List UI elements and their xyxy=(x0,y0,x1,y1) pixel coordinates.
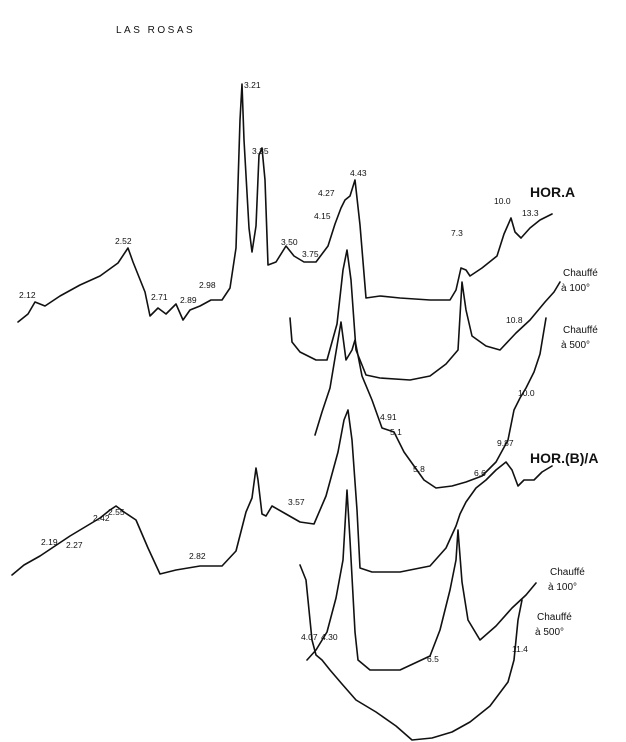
peak-label: 2.52 xyxy=(115,236,132,246)
peak-label: 2.12 xyxy=(19,290,36,300)
chauffe-label-4: Chauffé xyxy=(537,612,572,623)
peak-label: 5.8 xyxy=(413,464,425,474)
trace-4 xyxy=(11,409,553,576)
trace-1 xyxy=(17,83,553,323)
peak-label: 2.71 xyxy=(151,292,168,302)
chauffe-temp-4: à 500° xyxy=(535,627,564,638)
peak-label: 2.42 xyxy=(93,513,110,523)
peak-label: 4.07 xyxy=(301,632,318,642)
chauffe-temp-3: à 100° xyxy=(548,582,577,593)
peak-label: 13.3 xyxy=(522,208,539,218)
chauffe-label-3: Chauffé xyxy=(550,567,585,578)
peak-label: 2.55 xyxy=(108,507,125,517)
peak-label: 2.89 xyxy=(180,295,197,305)
peak-label: 6.5 xyxy=(427,654,439,664)
peak-label: 4.27 xyxy=(318,188,335,198)
peak-label: 9.87 xyxy=(497,438,514,448)
chauffe-temp-2: à 500° xyxy=(561,340,590,351)
chauffe-temp-1: à 100° xyxy=(561,283,590,294)
series-label-hor-b: HOR.(B)/A xyxy=(530,450,598,466)
peak-label: 5.1 xyxy=(390,427,402,437)
traces-group xyxy=(11,83,561,741)
peak-label: 4.43 xyxy=(350,168,367,178)
peak-label: 11.4 xyxy=(512,644,528,654)
peak-label: 4.30 xyxy=(321,632,338,642)
peak-labels-group: 2.12 2.52 2.71 2.892.98 3.21 3.35 3.50 3.75 4.15… xyxy=(19,80,539,664)
chart-title: LAS ROSAS xyxy=(116,25,195,36)
peak-label: 7.3 xyxy=(451,228,463,238)
peak-label: 2.98 xyxy=(199,280,216,290)
trace-3 xyxy=(314,317,547,489)
chauffe-label-1: Chauffé xyxy=(563,268,598,279)
peak-label: 6.6 xyxy=(474,468,486,478)
chauffe-label-2: Chauffé xyxy=(563,325,598,336)
peak-label: 3.50 xyxy=(281,237,298,247)
peak-label: 4.15 xyxy=(314,211,331,221)
peak-label: 10.0 xyxy=(518,388,535,398)
peak-label: 3.57 xyxy=(288,497,305,507)
peak-label: 3.21 xyxy=(244,80,261,90)
peak-label: 3.35 xyxy=(252,146,269,156)
trace-5 xyxy=(306,489,537,671)
peak-label: 2.27 xyxy=(66,540,83,550)
peak-label: 10.0 xyxy=(494,196,511,206)
peak-label: 2.82 xyxy=(189,551,206,561)
trace-6 xyxy=(299,564,523,741)
peak-label: 3.75 xyxy=(302,249,319,259)
trace-2 xyxy=(289,249,561,381)
series-label-hor-a: HOR.A xyxy=(530,184,575,200)
peak-label: 10.8 xyxy=(506,315,523,325)
peak-label: 4.91 xyxy=(380,412,397,422)
peak-label: 2.19 xyxy=(41,537,58,547)
